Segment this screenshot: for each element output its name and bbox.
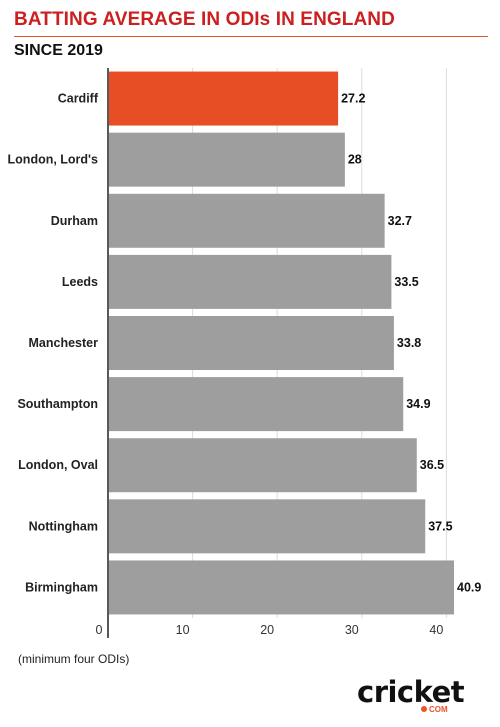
footnote: (minimum four ODIs) (18, 652, 130, 666)
bar-london-oval (109, 438, 417, 493)
bar-london-lord-s (109, 132, 345, 187)
bar-southampton (109, 377, 404, 432)
value-label: 33.8 (397, 336, 421, 350)
category-label: Nottingham (29, 519, 98, 533)
chart-title: BATTING AVERAGE IN ODIs IN ENGLAND (14, 9, 395, 30)
bar-durham (109, 193, 385, 248)
category-label: Manchester (29, 336, 99, 350)
x-tick-label: 40 (429, 623, 443, 637)
x-tick-label: 30 (345, 623, 359, 637)
cricket-com-logo: cricket COM (357, 676, 475, 718)
category-label: Leeds (62, 275, 98, 289)
value-label: 28 (348, 153, 362, 167)
category-label: Birmingham (25, 580, 98, 594)
bars (109, 71, 454, 615)
bar-cardiff (109, 71, 339, 126)
value-label: 27.2 (341, 92, 365, 106)
category-label: Cardiff (58, 92, 99, 106)
value-label: 37.5 (428, 519, 452, 533)
title-divider (14, 36, 488, 37)
bar-nottingham (109, 499, 426, 554)
bar-birmingham (109, 560, 454, 615)
x-tick-label: 10 (176, 623, 190, 637)
logo-wordmark: cricket (357, 675, 465, 709)
category-label: Southampton (17, 397, 98, 411)
logo-suffix: COM (429, 705, 448, 714)
category-label: London, Lord's (8, 153, 99, 167)
bar-manchester (109, 316, 394, 370)
logo-dot-icon (421, 706, 427, 712)
value-label: 36.5 (420, 458, 444, 472)
labels: Cardiff 27.2 London, Lord's 28 Durham 32.7 Lee… (8, 92, 482, 595)
category-label: Durham (51, 214, 98, 228)
value-label: 33.5 (394, 275, 418, 289)
value-label: 40.9 (457, 580, 481, 594)
axes: 0 10 20 30 40 (96, 68, 443, 638)
chart-subtitle: SINCE 2019 (14, 42, 103, 59)
value-label: 32.7 (388, 214, 412, 228)
bar-leeds (109, 254, 392, 309)
value-label: 34.9 (406, 397, 430, 411)
category-label: London, Oval (18, 458, 98, 472)
x-tick-label: 20 (260, 623, 274, 637)
x-tick-label: 0 (96, 623, 103, 637)
